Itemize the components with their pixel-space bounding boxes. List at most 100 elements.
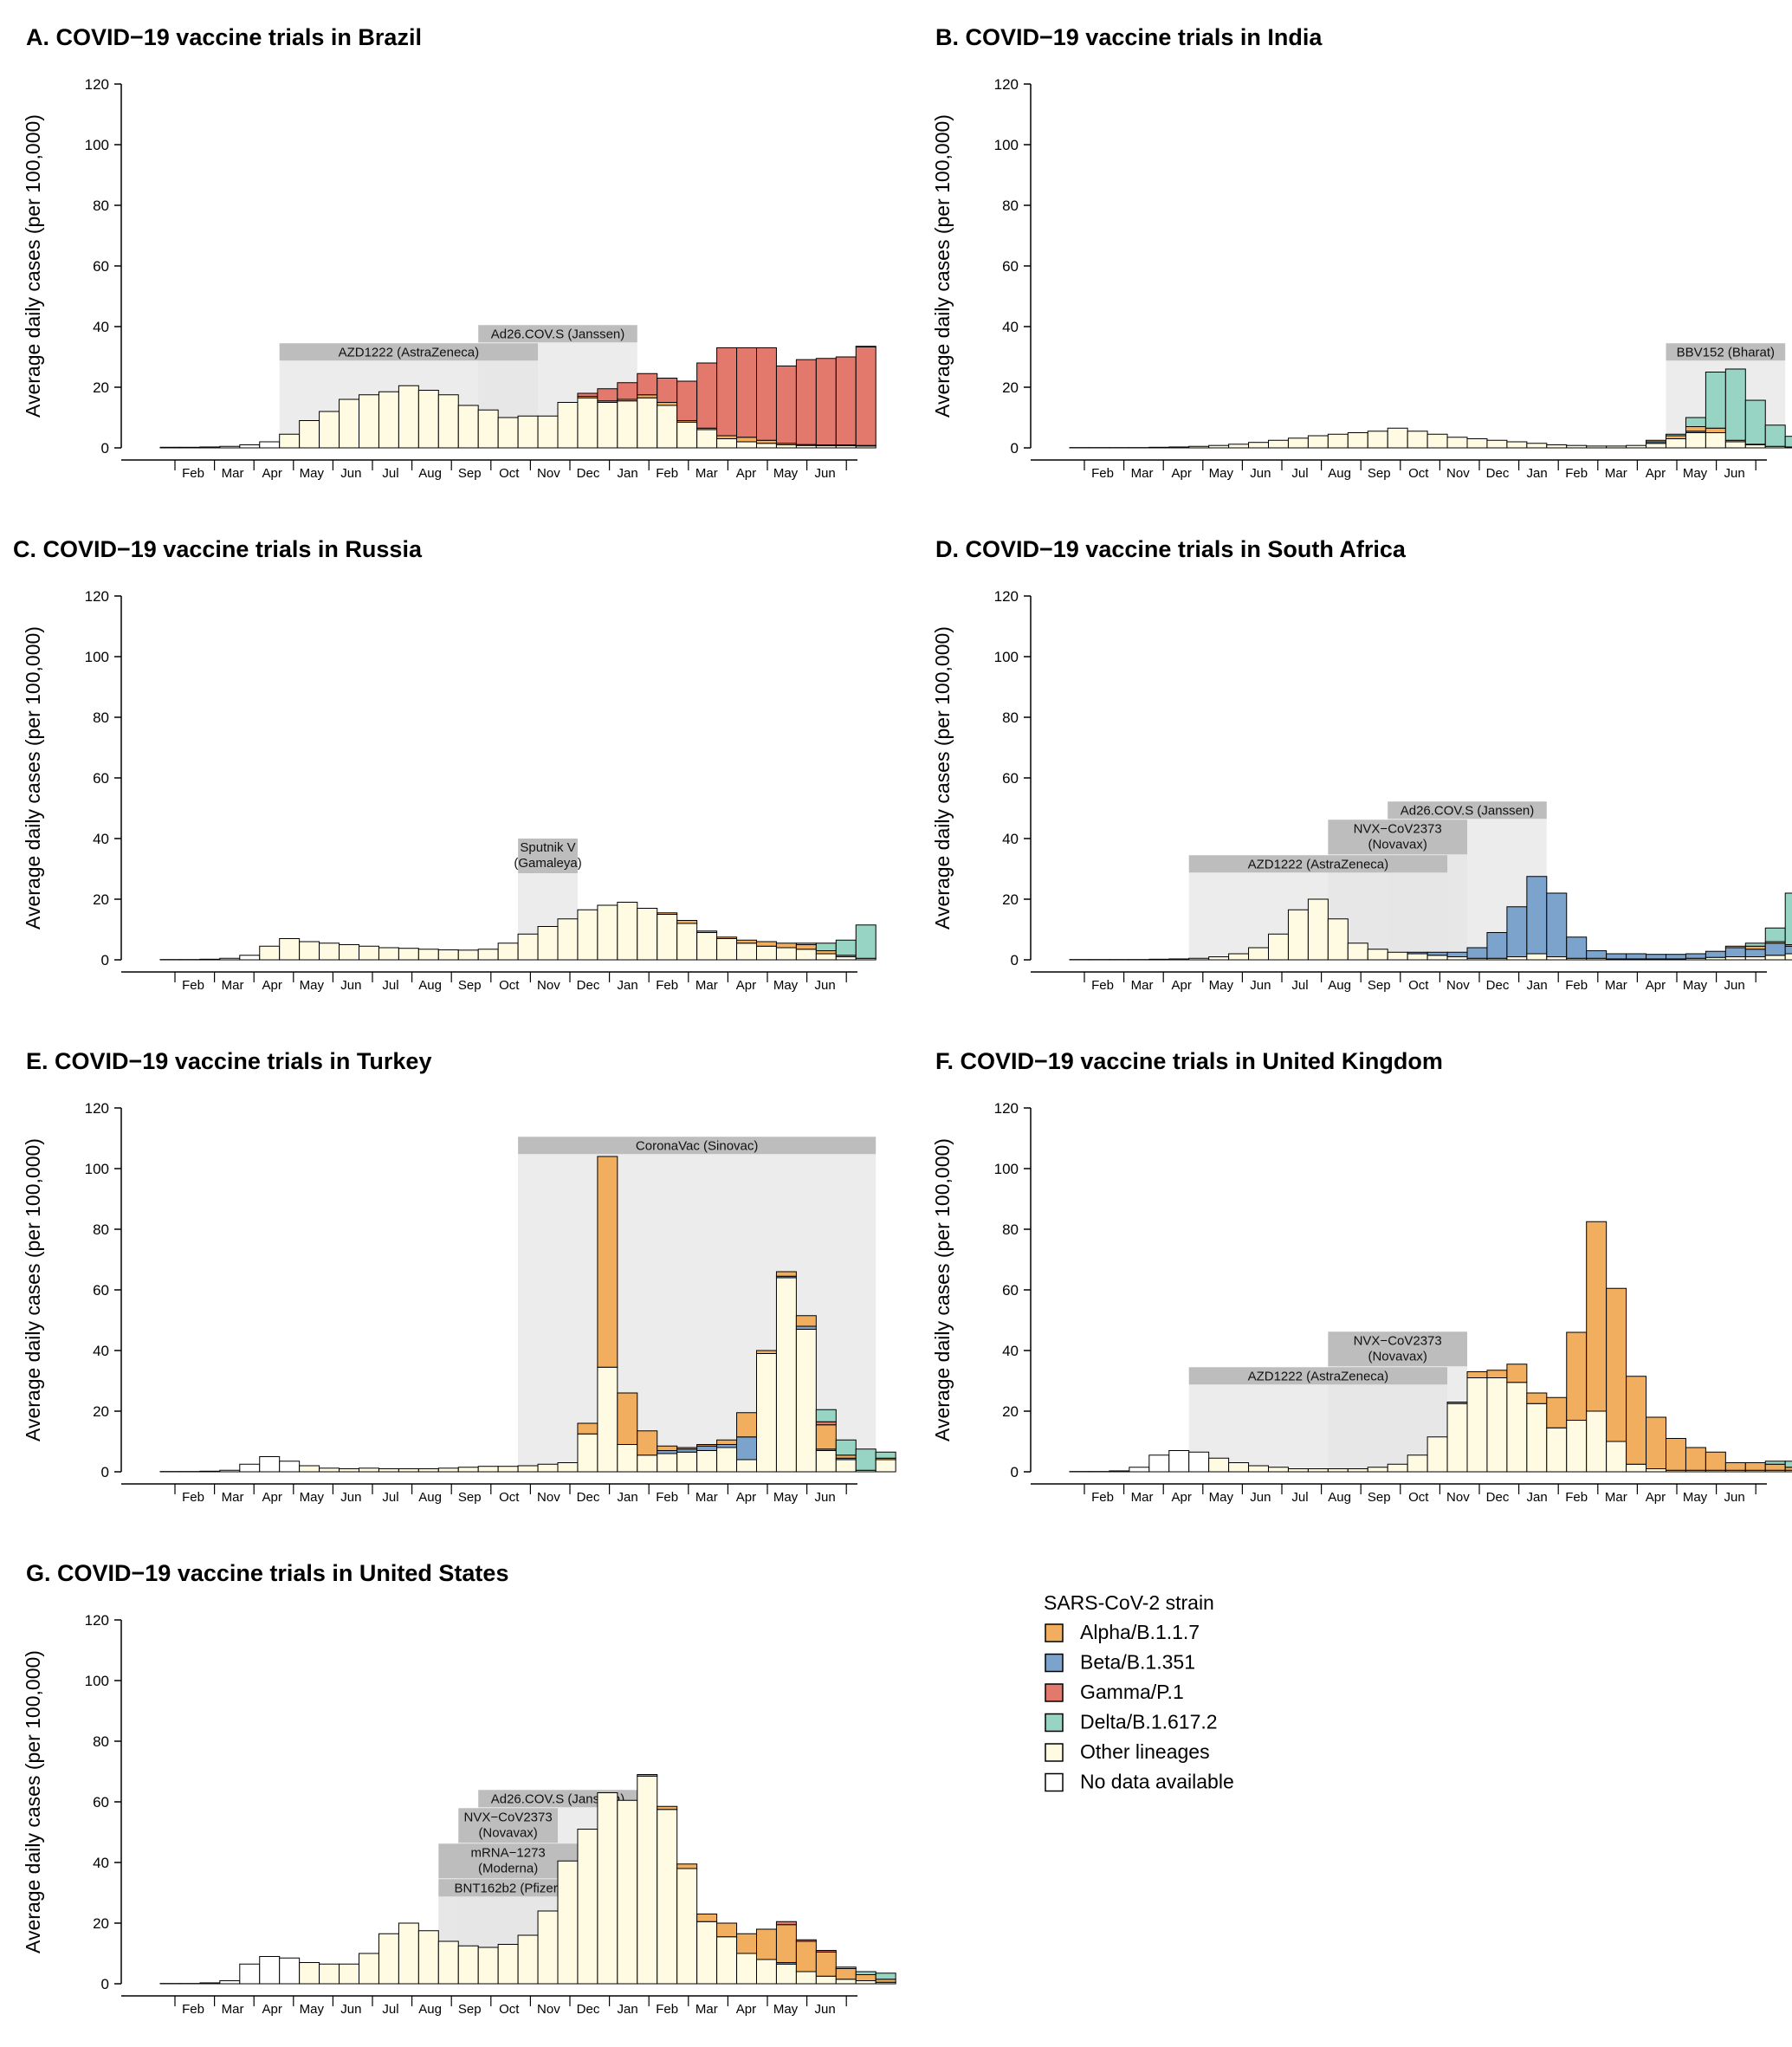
x-tick-label: Sep	[458, 978, 482, 993]
x-tick-label: Dec	[577, 2002, 600, 2017]
x-tick-label: Mar	[222, 978, 244, 993]
legend-swatch-delta	[1045, 1713, 1064, 1733]
bar-segment-other	[597, 1366, 618, 1473]
x-tick-label: Jul	[382, 2002, 398, 2017]
bar-segment-beta	[1606, 953, 1627, 960]
bar-segment-delta	[1764, 927, 1786, 943]
bar-segment-alpha	[875, 1979, 896, 1983]
bar-segment-delta	[1784, 1461, 1792, 1468]
bar-segment-other	[1566, 444, 1588, 449]
trial-label: (Gamaleya)	[514, 856, 581, 871]
bar-segment-other	[1407, 431, 1428, 449]
bar-segment-other	[1744, 444, 1766, 449]
bar-segment-other	[537, 1910, 559, 1985]
bar-segment-other	[657, 1453, 678, 1473]
legend-swatch-other	[1045, 1743, 1064, 1762]
x-tick-label: Jun	[1250, 466, 1271, 481]
x-tick-label: Jan	[1527, 466, 1548, 481]
panel-title: C. COVID−19 vaccine trials in Russia	[13, 536, 423, 562]
bar-segment-other	[319, 1963, 340, 1985]
bar-segment-gamma	[815, 358, 837, 445]
bar-segment-other	[617, 400, 638, 449]
bar-segment-delta	[1685, 417, 1706, 427]
x-tick-label: May	[1683, 978, 1708, 993]
legend-swatch-gamma	[1045, 1683, 1064, 1702]
bar-segment-other	[1626, 444, 1647, 449]
bar-segment-other	[378, 1468, 399, 1473]
x-tick-label: Apr	[736, 978, 756, 993]
x-tick-label: Mar	[1605, 1490, 1627, 1505]
bar-segment-other	[637, 908, 658, 961]
bar-segment-other	[398, 1468, 419, 1473]
bar-segment-other	[1407, 1454, 1428, 1473]
bar-segment-other	[319, 943, 340, 961]
bar-segment-alpha	[795, 1315, 817, 1327]
bar-segment-other	[1586, 445, 1608, 449]
x-tick-label: Jan	[618, 1490, 638, 1505]
bar-segment-nodata	[219, 1980, 241, 1985]
bar-segment-gamma	[795, 1939, 817, 1942]
x-tick-label: Mar	[695, 466, 718, 481]
bar-segment-alpha	[855, 1974, 877, 1981]
bar-segment-alpha	[1466, 1371, 1488, 1378]
x-tick-label: Nov	[537, 2002, 560, 2017]
bar-segment-other	[1486, 1377, 1508, 1473]
bar-segment-alpha	[736, 1412, 757, 1438]
bar-segment-other	[1764, 955, 1786, 961]
x-tick-label: Apr	[736, 466, 756, 481]
bar-segment-other	[457, 405, 479, 449]
bar-segment-other	[477, 949, 499, 961]
bar-segment-alpha	[795, 944, 817, 950]
bar-segment-gamma	[815, 1950, 837, 1953]
bar-segment-other	[657, 405, 678, 449]
y-tick-label: 120	[994, 1100, 1019, 1117]
trial-label: NVX−CoV2373	[1354, 821, 1442, 836]
bar-segment-alpha	[577, 1422, 598, 1435]
bar-segment-other	[1387, 1463, 1408, 1473]
x-tick-label: May	[1209, 978, 1234, 993]
trial-label: AZD1222 (AstraZeneca)	[339, 345, 480, 360]
x-tick-label: Jun	[1724, 466, 1745, 481]
bar-segment-other	[517, 415, 539, 449]
x-tick-label: May	[300, 1490, 325, 1505]
bar-segment-other	[1148, 446, 1170, 449]
x-tick-label: Mar	[1131, 466, 1154, 481]
bar-segment-alpha	[1784, 1467, 1792, 1471]
x-tick-label: Jan	[618, 2002, 638, 2017]
bar-segment-beta	[1586, 950, 1608, 959]
bar-segment-beta	[1724, 947, 1746, 957]
x-tick-label: Sep	[1368, 1490, 1391, 1505]
bar-segment-delta	[835, 1966, 857, 1969]
bar-segment-beta	[736, 1436, 757, 1461]
x-tick-label: May	[773, 466, 799, 481]
bar-segment-other	[1546, 444, 1568, 449]
bar-segment-nodata	[199, 958, 221, 961]
x-tick-label: Aug	[418, 466, 442, 481]
bar-segment-beta	[657, 1450, 678, 1454]
x-tick-label: Mar	[695, 978, 718, 993]
bar-segment-alpha	[756, 1350, 777, 1354]
y-tick-label: 100	[85, 649, 109, 665]
y-axis-label: Average daily cases (per 100,000)	[22, 1650, 44, 1953]
bar-segment-alpha	[696, 1914, 718, 1922]
bar-segment-other	[1784, 953, 1792, 961]
x-tick-label: Jul	[1291, 978, 1308, 993]
bar-segment-alpha	[657, 1445, 678, 1451]
legend: SARS-CoV-2 strain Alpha/B.1.1.7 Beta/B.1.3…	[1044, 1591, 1234, 1793]
x-tick-label: Sep	[1368, 978, 1391, 993]
bar-segment-gamma	[835, 356, 857, 445]
x-tick-label: Jun	[340, 978, 361, 993]
bar-segment-other	[457, 949, 479, 961]
bar-segment-other	[1526, 1402, 1548, 1473]
trial-label: AZD1222 (AstraZeneca)	[1248, 1369, 1389, 1383]
x-tick-label: Feb	[656, 1490, 678, 1505]
bar-segment-other	[1268, 1467, 1289, 1473]
bar-segment-other	[359, 394, 379, 449]
bar-segment-other	[1307, 898, 1329, 961]
bar-segment-other	[1188, 445, 1210, 449]
y-tick-label: 40	[93, 1855, 109, 1871]
x-tick-label: Apr	[736, 1490, 756, 1505]
x-tick-label: Mar	[1131, 978, 1154, 993]
bar-segment-other	[1327, 1468, 1349, 1473]
